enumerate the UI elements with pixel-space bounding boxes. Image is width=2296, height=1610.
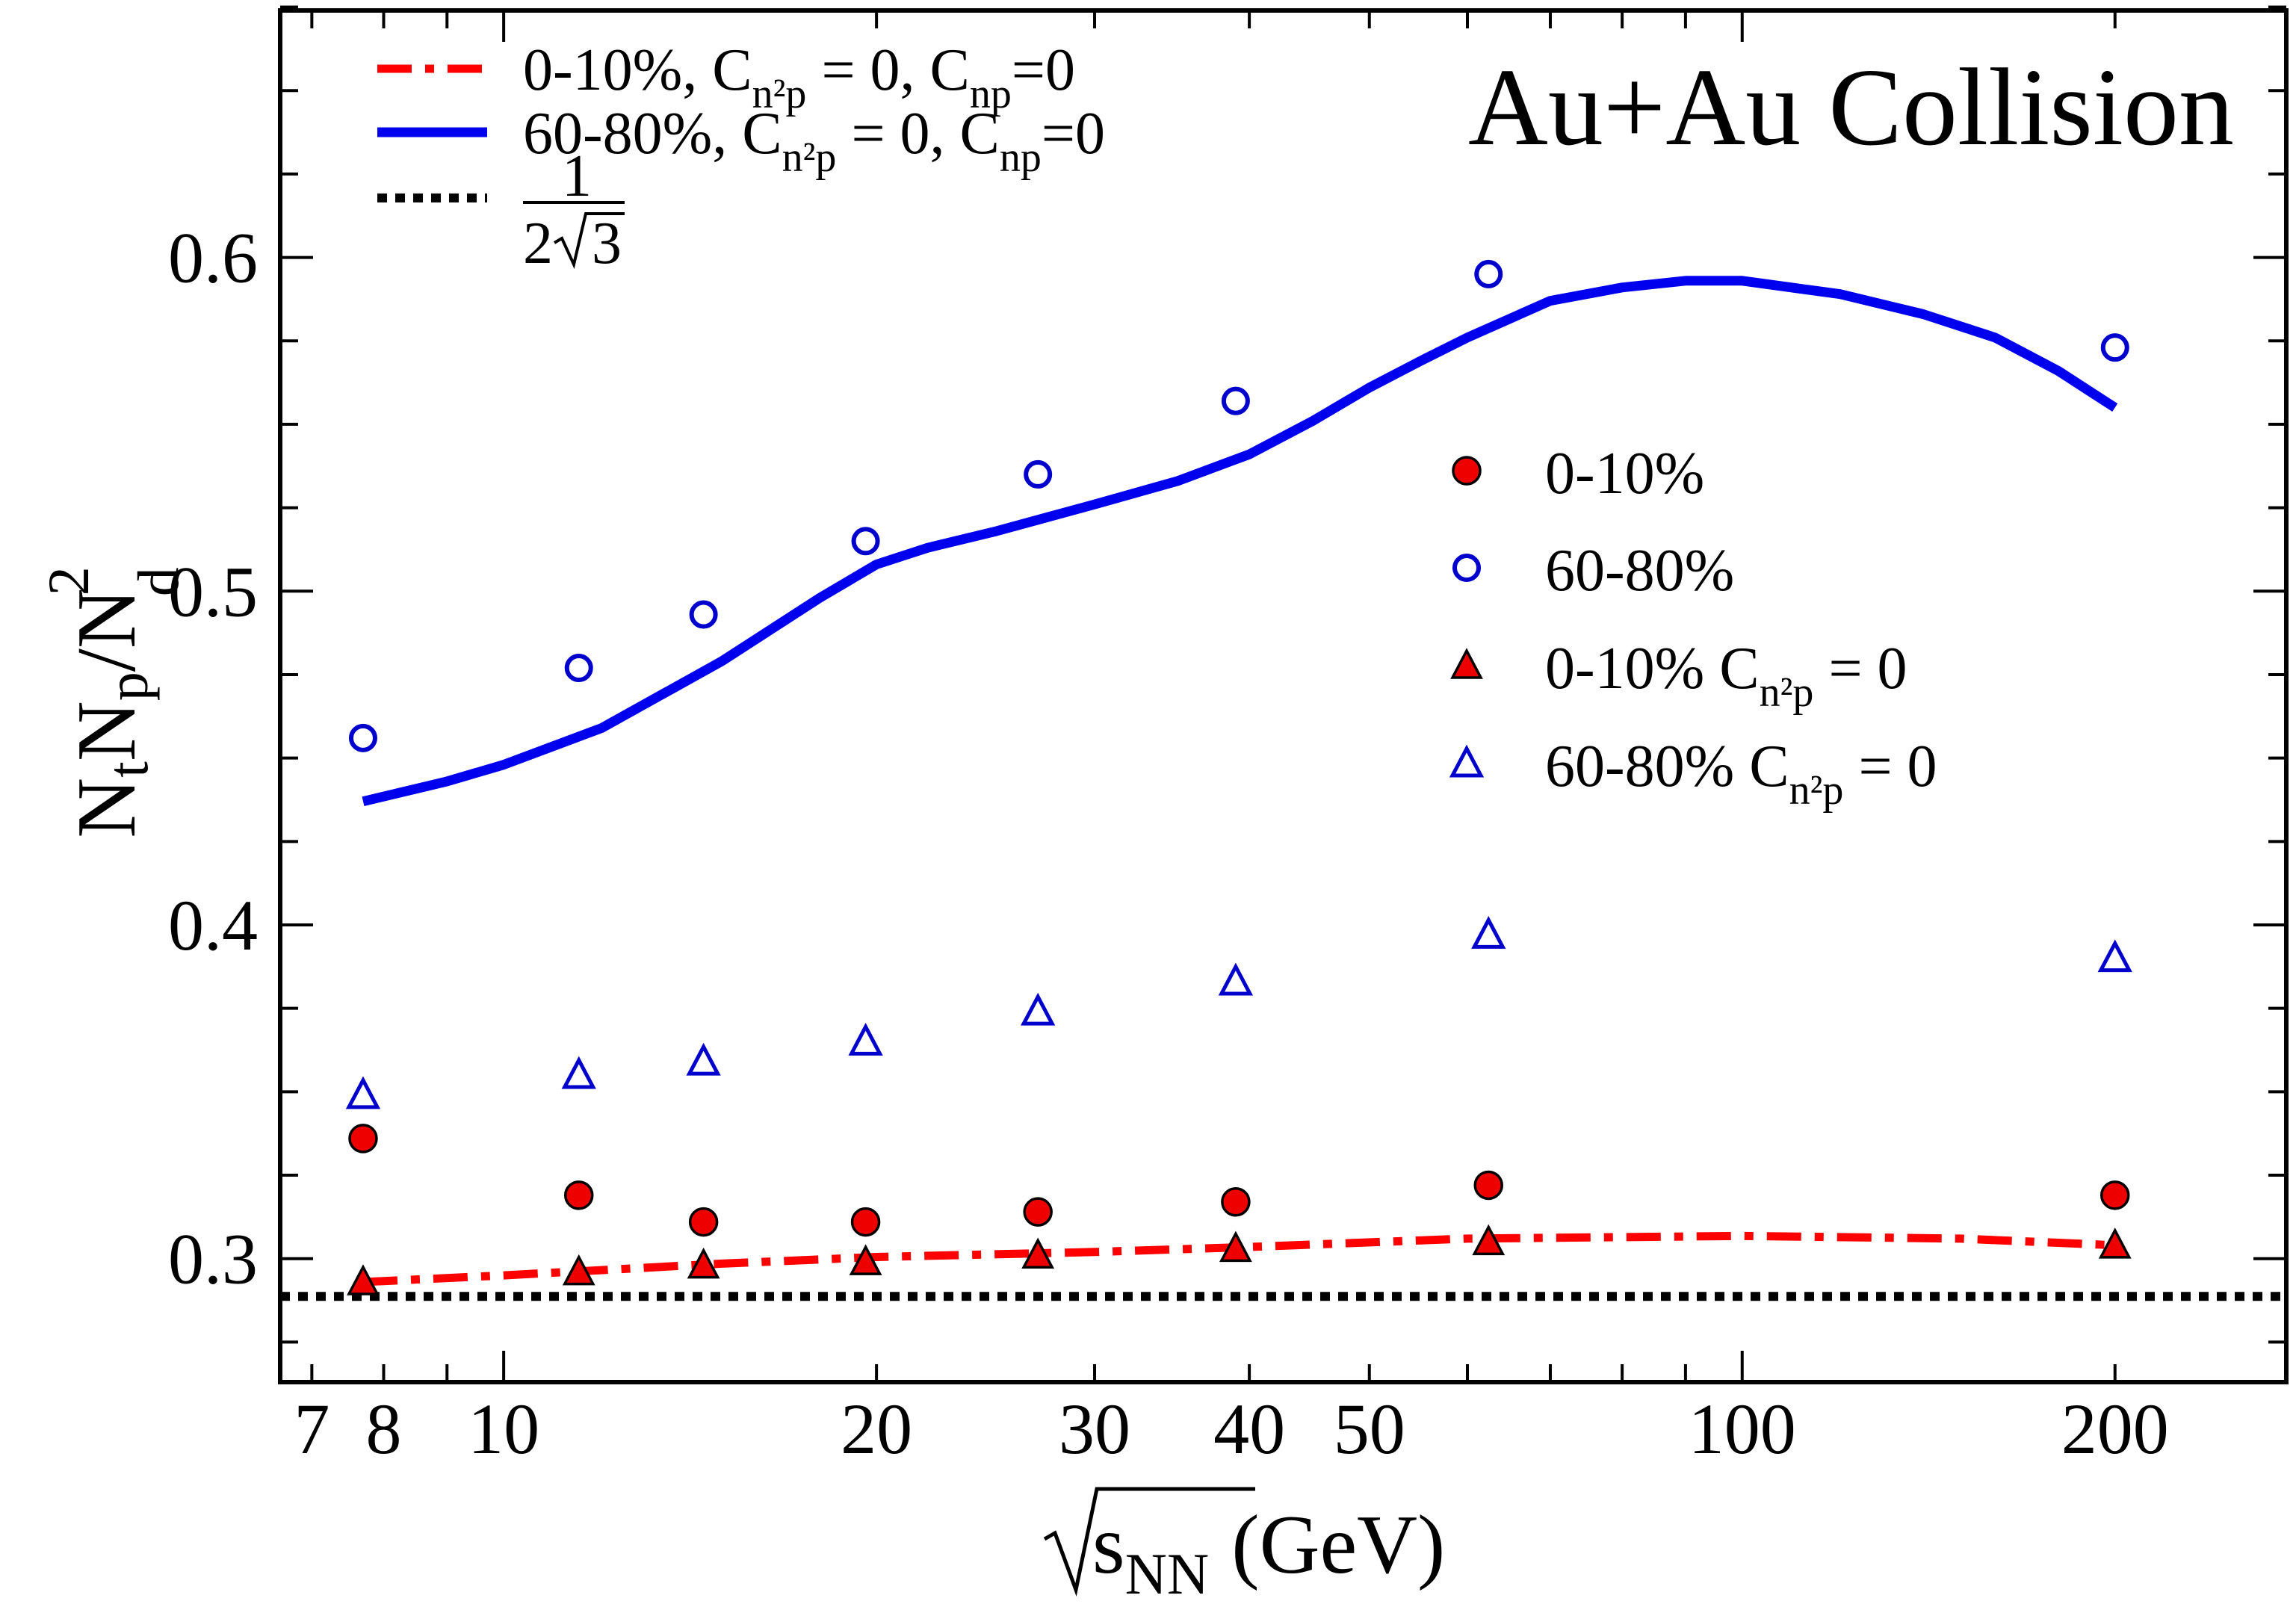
legend-fraction-numerator: 1 — [562, 143, 592, 209]
x-tick-label: 10 — [468, 1389, 539, 1469]
x-tick-label: 50 — [1334, 1389, 1405, 1469]
tick-labels: 7 8 10 20 30 40 50 100 200 0.3 0.4 0.5 0.6 — [168, 218, 2169, 1469]
legend-line-label-1: 0-10%, Cn²p = 0, Cnp=0 — [523, 37, 1075, 117]
data-point-0-10-3 — [850, 1207, 881, 1237]
legend-marker-label-1: 0-10% — [1545, 441, 1704, 507]
x-tick-label: 20 — [841, 1389, 912, 1469]
curve-2-solid — [362, 276, 2118, 807]
y-tick-label: 0.4 — [168, 885, 258, 965]
legend-marker-label-3: 0-10% Cn²p = 0 — [1545, 636, 1907, 716]
data-point-0-10-0 — [348, 1124, 378, 1154]
data-point-0-10-cn-p-0-0 — [347, 1264, 380, 1295]
data-point-60-80-4 — [1024, 459, 1053, 489]
svg-text:sNN(GeV): sNN (GeV) — [1092, 1499, 1445, 1606]
data-point-0-10-cn-p-0-3 — [849, 1244, 882, 1275]
y-tick-label: 0.5 — [168, 551, 258, 631]
legend-marker-60-80-cn-p-0 — [1449, 744, 1485, 778]
x-tick-label: 30 — [1059, 1389, 1130, 1469]
x-axis-var: s — [1092, 1499, 1125, 1591]
data-point-0-10-cn-p-0-1 — [562, 1254, 595, 1286]
x-tick-label: 200 — [2061, 1389, 2169, 1469]
data-point-60-80-5 — [1221, 386, 1250, 415]
legend-marker-label-4: 60-80% Cn²p = 0 — [1545, 734, 1937, 814]
data-point-60-80-6 — [1474, 259, 1503, 288]
x-tick-label: 7 — [294, 1389, 329, 1469]
data-point-60-80-cn-p-0-2 — [686, 1042, 721, 1076]
x-axis-sub: NN — [1125, 1541, 1210, 1606]
chart-title: Au+Au Collision — [1468, 46, 2234, 169]
legend-fraction-radicand: 3 — [592, 211, 622, 276]
data-point-60-80-cn-p-0-5 — [1218, 962, 1254, 996]
data-point-60-80-cn-p-0-6 — [1471, 916, 1506, 949]
curve-1-dash-dot — [362, 1231, 2115, 1287]
data-point-0-10-2 — [688, 1207, 719, 1237]
legend-marker-0-10 — [1452, 456, 1482, 486]
x-tick-label: 8 — [365, 1389, 401, 1469]
sqrt-sign-icon — [553, 212, 625, 270]
data-point-0-10-4 — [1023, 1197, 1053, 1227]
data-point-0-10-1 — [563, 1180, 594, 1210]
axis-ticks — [280, 5, 2286, 1382]
legend-markers: 0-10% 60-80% 0-10% Cn²p = 0 60-80% Cn²p = 0 — [1449, 441, 1937, 814]
data-point-0-10-cn-p-0-7 — [2098, 1227, 2132, 1259]
legend-marker-label-2: 60-80% — [1545, 538, 1734, 604]
data-point-0-10-7 — [2099, 1180, 2130, 1210]
sqrt-sign-icon — [1043, 1487, 1255, 1597]
markers-layer — [345, 259, 2132, 1295]
data-point-60-80-cn-p-0-0 — [345, 1076, 381, 1109]
data-point-0-10-cn-p-0-2 — [687, 1247, 720, 1279]
data-point-0-10-cn-p-0-5 — [1219, 1230, 1252, 1263]
data-point-60-80-7 — [2100, 333, 2129, 362]
data-point-0-10-cn-p-0-6 — [1472, 1224, 1506, 1256]
x-tick-label: 100 — [1689, 1389, 1796, 1469]
data-point-60-80-cn-p-0-4 — [1021, 992, 1056, 1026]
legend-line-label-2: 60-80%, Cn²p = 0, Cnp=0 — [523, 101, 1105, 181]
data-point-60-80-0 — [348, 723, 377, 752]
curves-layer — [280, 276, 2286, 1301]
data-point-0-10-cn-p-0-4 — [1021, 1237, 1055, 1269]
x-tick-label: 40 — [1213, 1389, 1285, 1469]
y-tick-label: 0.3 — [168, 1219, 258, 1299]
y-axis-label: NtNp/N2 d — [36, 566, 191, 837]
y-tick-label: 0.6 — [168, 218, 258, 298]
legend-fraction-denominator: 2 — [523, 211, 553, 276]
data-point-60-80-cn-p-0-1 — [561, 1056, 596, 1089]
legend-marker-0-10-cn-p-0 — [1450, 648, 1483, 679]
plot-frame — [278, 8, 2289, 1384]
data-point-60-80-1 — [564, 654, 593, 683]
x-axis-label: sNN (GeV) — [1043, 1487, 1445, 1606]
data-point-60-80-cn-p-0-7 — [2097, 939, 2132, 973]
data-point-60-80-cn-p-0-3 — [848, 1022, 883, 1056]
data-point-0-10-5 — [1221, 1187, 1251, 1217]
legend-lines: 0-10%, Cn²p = 0, Cnp=060-80%, Cn²p = 0, … — [377, 37, 1105, 276]
data-point-0-10-6 — [1473, 1170, 1503, 1201]
x-axis-unit: (GeV) — [1231, 1499, 1445, 1591]
data-point-60-80-3 — [851, 527, 880, 556]
legend-marker-60-80 — [1452, 554, 1481, 582]
data-point-60-80-2 — [689, 600, 718, 629]
